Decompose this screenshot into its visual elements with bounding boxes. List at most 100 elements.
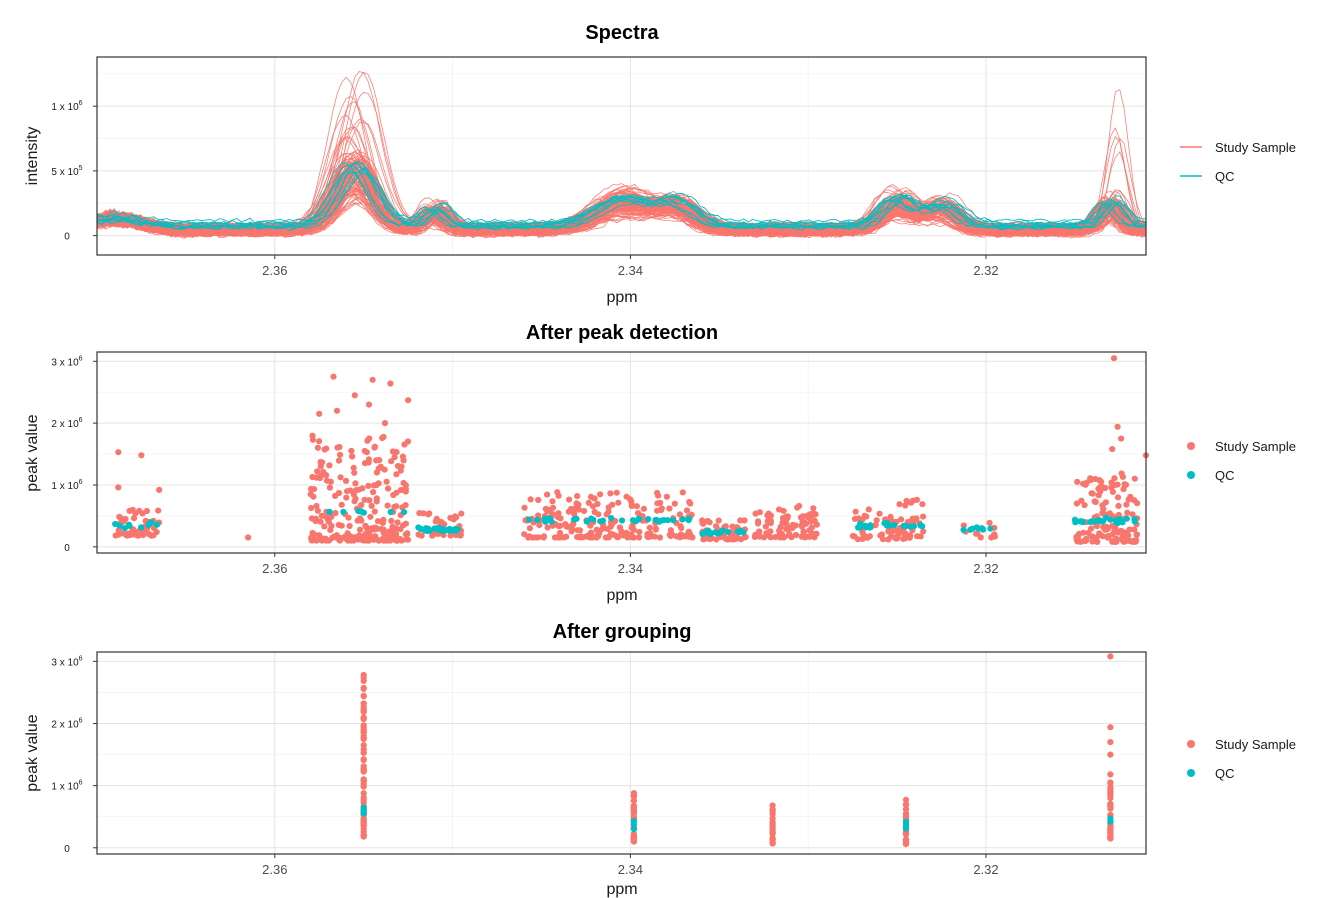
- study-sample-peak-point: [389, 526, 396, 533]
- study-sample-peak-point: [687, 533, 695, 540]
- study-sample-peak-point: [1108, 479, 1115, 486]
- study-sample-peak-point: [583, 533, 590, 540]
- legend-study-sample-label: Study Sample: [1215, 140, 1296, 155]
- qc-peak-point: [658, 517, 665, 524]
- study-sample-peak-point: [402, 485, 409, 492]
- study-sample-peak-point: [640, 505, 648, 512]
- study-sample-peak-point: [733, 534, 740, 541]
- study-sample-spectrum-line: [96, 101, 1147, 236]
- study-sample-peak-point: [350, 464, 357, 471]
- study-sample-peak-point: [581, 507, 588, 515]
- x-tick-label: 2.34: [618, 263, 643, 278]
- qc-peak-point: [629, 517, 637, 524]
- study-sample-peak-point: [313, 502, 320, 510]
- study-sample-peak-point: [566, 496, 573, 503]
- study-sample-peak-point: [308, 534, 315, 541]
- study-sample-peak-point: [623, 529, 630, 537]
- study-sample-peak-point: [458, 510, 465, 517]
- study-sample-peak-point: [778, 530, 786, 538]
- study-sample-peak-point: [1100, 523, 1107, 531]
- study-sample-peak-point: [635, 509, 642, 517]
- study-sample-peak-point: [1091, 498, 1098, 505]
- study-sample-peak-point: [920, 513, 927, 520]
- study-sample-peak-point: [368, 502, 375, 509]
- y-tick-label: 1 x 106: [51, 479, 82, 492]
- study-sample-spectrum-line: [96, 119, 1147, 230]
- study-sample-peak-point: [901, 535, 909, 542]
- study-sample-peak-point: [1097, 532, 1104, 539]
- study-sample-peak-point: [402, 502, 409, 509]
- qc-peak-point: [645, 516, 652, 523]
- study-sample-peak-point: [872, 521, 879, 529]
- study-sample-peak-point: [308, 485, 315, 493]
- study-sample-peak-point: [153, 529, 160, 536]
- study-sample-peak-point: [391, 454, 398, 461]
- study-sample-peak-point: [136, 507, 143, 514]
- study-sample-peak-point: [370, 482, 377, 489]
- peak-detection-y-axis-label: peak value: [24, 414, 41, 491]
- study-sample-peak-point: [627, 496, 634, 503]
- study-sample-group-point: [902, 841, 910, 848]
- qc-peak-point: [588, 515, 595, 522]
- study-sample-peak-point: [1118, 470, 1125, 477]
- study-sample-peak-point: [335, 521, 342, 529]
- study-sample-peak-point: [914, 533, 921, 540]
- study-sample-group-point: [360, 726, 367, 734]
- study-sample-peak-point: [813, 521, 821, 528]
- study-sample-peak-point: [374, 525, 381, 533]
- study-sample-peak-point: [565, 508, 572, 515]
- study-sample-spectrum-line: [96, 135, 1147, 234]
- study-sample-peak-point: [585, 499, 592, 506]
- qc-peak-point: [1115, 518, 1122, 525]
- study-sample-group-point: [769, 840, 776, 847]
- study-sample-peak-point: [1094, 538, 1101, 546]
- study-sample-peak-point: [527, 496, 534, 503]
- qc-group-point: [360, 807, 367, 814]
- study-sample-peak-point: [371, 443, 378, 450]
- qc-peak-point: [1071, 516, 1079, 523]
- study-sample-group-point: [1107, 790, 1114, 798]
- study-sample-peak-point: [704, 517, 711, 525]
- study-sample-peak-point: [420, 510, 427, 517]
- study-sample-peak-point: [363, 449, 370, 456]
- study-sample-group-point: [630, 838, 638, 845]
- qc-peak-point: [699, 530, 706, 538]
- study-sample-peak-point: [877, 532, 884, 539]
- x-tick-label: 2.32: [973, 561, 998, 576]
- study-sample-peak-point: [652, 526, 659, 533]
- qc-peak-point: [679, 516, 686, 523]
- y-tick-label: 2 x 106: [51, 717, 82, 730]
- study-sample-group-point: [902, 810, 910, 817]
- study-sample-peak-point: [348, 447, 355, 454]
- qc-peak-point: [987, 525, 994, 532]
- study-sample-peak-point: [574, 493, 581, 500]
- study-sample-peak-point: [1099, 509, 1106, 517]
- x-tick-label: 2.34: [618, 862, 643, 877]
- study-sample-peak-point: [326, 484, 333, 491]
- y-tick-label: 0: [64, 844, 70, 855]
- study-sample-peak-point: [371, 508, 378, 515]
- qc-peak-point: [340, 508, 347, 515]
- study-sample-peak-point: [687, 500, 694, 507]
- study-sample-peak-point: [330, 373, 337, 380]
- study-sample-peak-point: [911, 517, 918, 524]
- qc-peak-point: [138, 524, 145, 531]
- x-tick-label: 2.36: [262, 561, 287, 576]
- qc-peak-point: [1092, 518, 1099, 525]
- qc-peak-point: [116, 522, 123, 529]
- study-sample-peak-point: [1112, 536, 1119, 544]
- study-sample-peak-point: [332, 492, 339, 499]
- qc-peak-point: [439, 528, 446, 535]
- legend-study-sample-label: Study Sample: [1215, 737, 1296, 752]
- study-sample-peak-point: [545, 506, 553, 513]
- qc-peak-point: [400, 508, 408, 516]
- qc-peak-point: [960, 526, 967, 534]
- study-sample-peak-point: [393, 503, 400, 510]
- study-sample-peak-point: [780, 507, 787, 514]
- study-sample-group-point: [902, 836, 910, 843]
- study-sample-peak-point: [351, 469, 358, 476]
- study-sample-peak-point: [536, 522, 543, 529]
- study-sample-group-point: [360, 692, 367, 699]
- study-sample-peak-point: [398, 537, 405, 544]
- study-sample-peak-point: [1109, 446, 1116, 453]
